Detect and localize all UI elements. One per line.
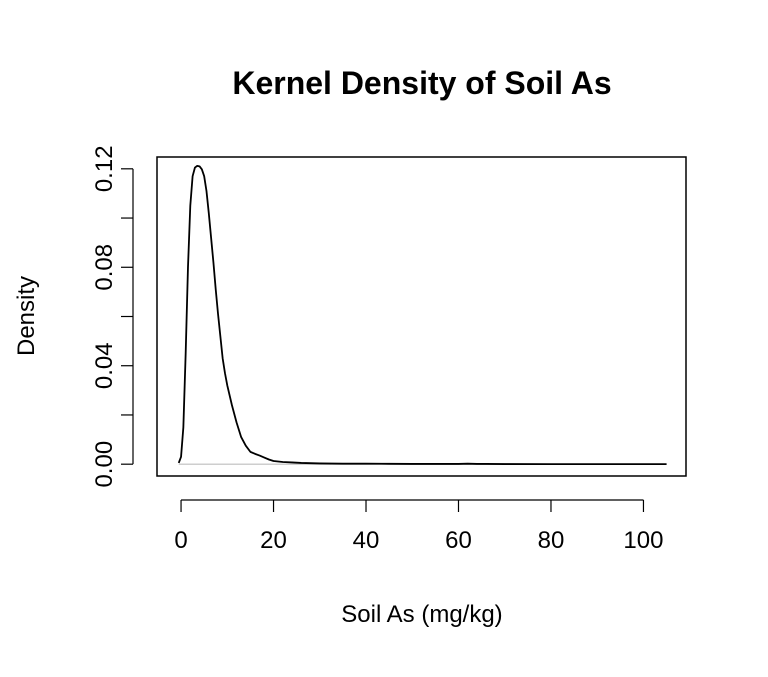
x-tick-label: 40 xyxy=(353,527,380,554)
chart-title: Kernel Density of Soil As xyxy=(232,65,611,101)
x-tick-label: 0 xyxy=(174,527,187,554)
plot-layer: 0 20 40 60 80 100 0.00 0.04 0.08 0.12 xyxy=(91,145,687,554)
x-axis-label: Soil As (mg/kg) xyxy=(341,601,502,628)
y-tick-label: 0.04 xyxy=(91,342,118,389)
y-axis-label: Density xyxy=(13,276,40,356)
density-curve xyxy=(177,164,667,466)
x-tick-label: 60 xyxy=(445,527,472,554)
y-tick-label: 0.00 xyxy=(91,441,118,488)
x-tick-label: 20 xyxy=(260,527,287,554)
plot-frame xyxy=(156,156,687,477)
y-tick-label: 0.12 xyxy=(91,145,118,192)
y-tick-label: 0.08 xyxy=(91,244,118,291)
x-tick-label: 80 xyxy=(538,527,565,554)
x-tick-label: 100 xyxy=(623,527,663,554)
